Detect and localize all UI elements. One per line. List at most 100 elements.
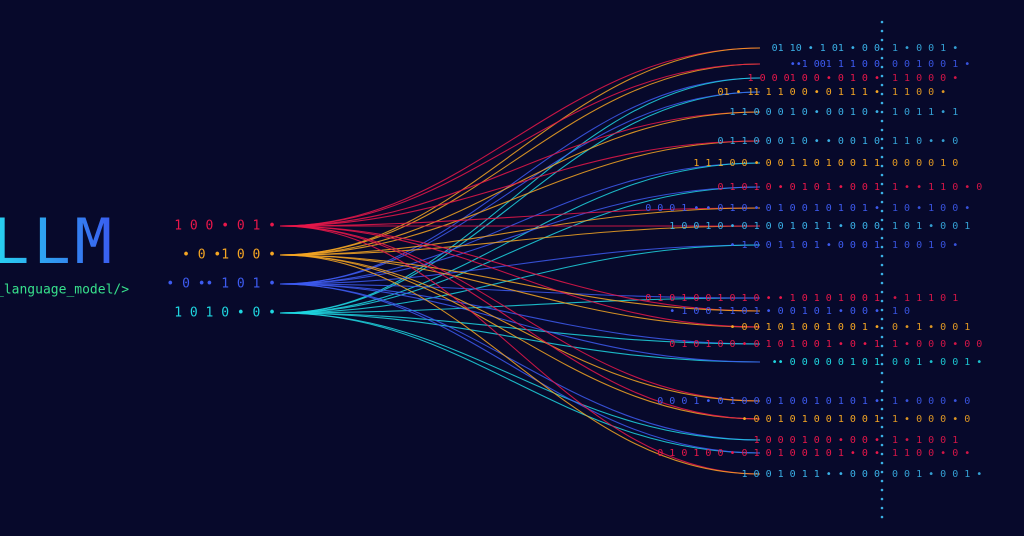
output-bits: 1 • 0 0 0 • 0 (892, 396, 970, 407)
output-bits: 0 1 1 0 0 0 1 0 • • 0 0 1 0 (717, 136, 880, 147)
divider-dot (880, 227, 884, 231)
output-bits: 1 0 0 1 0 • 0 1 0 0 1 0 1 1 • 0 0 0 (669, 221, 880, 232)
divider-dot (880, 461, 884, 465)
output-bits: 1 0 1 1 • 1 (892, 107, 958, 118)
input-bits: • 0 •• 1 0 1 • (166, 277, 276, 292)
divider-dot (880, 398, 884, 402)
divider-dot (880, 38, 884, 42)
output-bits: 01 10 • 1 01 • 0 0 (772, 43, 880, 54)
output-bits: •• 0 0 0 0 0 1 0 1 (772, 357, 880, 368)
output-bits: 1 0 0 01 0 0 • 0 1 0 • (748, 73, 880, 84)
output-bits: 1 0 0 1 0 1 1 • • 0 0 0 (742, 469, 880, 480)
divider-dot (880, 164, 884, 168)
divider-dot (880, 416, 884, 420)
divider-dot (880, 308, 884, 312)
connection-curve (279, 140, 761, 227)
output-bits: 0 0 1 • 0 0 1 • (892, 469, 982, 480)
divider-dot (880, 137, 884, 141)
connection-curve (279, 186, 761, 285)
connection-curve (279, 225, 761, 402)
connection-curve (279, 254, 761, 402)
input-bits: 1 0 0 • 0 1 • (174, 219, 276, 234)
divider-dot (880, 254, 884, 258)
output-bits: 1 • 1 0 0 1 (892, 435, 958, 446)
divider-dot (880, 290, 884, 294)
divider-dot (880, 425, 884, 429)
divider-dot (880, 371, 884, 375)
output-bits: 0 0 1 • 0 0 1 • (892, 357, 982, 368)
output-bits: 1 1 0 • • 0 (892, 136, 958, 147)
divider-dot (880, 74, 884, 78)
divider-dot (880, 326, 884, 330)
output-bits: • 0 0 1 0 1 0 0 1 0 0 1 (742, 414, 880, 425)
output-bits: 1 1 0 0 • 0 • (892, 448, 970, 459)
divider-dot (880, 83, 884, 87)
connection-curve (279, 297, 761, 314)
connection-curve (279, 254, 761, 328)
output-bits: 0 • 1 • 0 0 1 (892, 322, 970, 333)
connection-curve (279, 254, 761, 420)
divider-dot (880, 434, 884, 438)
output-bits: ••1 001 1 1 0 0 (790, 59, 880, 70)
output-bits: 0 0 1 0 0 1 • (892, 59, 970, 70)
title: LLM (0, 205, 116, 278)
output-bits: 1 1 0 0 0 • (892, 73, 958, 84)
output-bits: 0 0 0 1 • 0 1 0 0 0 1 0 0 1 0 1 0 1 • (657, 396, 880, 407)
connection-curve (279, 47, 761, 256)
divider-dot (880, 65, 884, 69)
connection-curve (279, 77, 761, 314)
connection-curve (279, 312, 761, 454)
divider-dot (880, 29, 884, 33)
connection-curve (279, 162, 761, 285)
divider-dot (880, 173, 884, 177)
divider-dot (880, 101, 884, 105)
divider-dot (880, 470, 884, 474)
connection-curve (279, 77, 761, 285)
connection-curve (279, 91, 761, 285)
output-bits: 0 0 0 1 • • 0 1 0 • 0 1 0 0 1 0 1 0 1 • (645, 203, 880, 214)
divider-dot (880, 146, 884, 150)
output-bits: 1 • 0 0 1 • (892, 43, 958, 54)
output-bits: 1 0 0 0 1 0 0 • 0 0 • (754, 435, 880, 446)
output-bits: 1 • 0 0 0 • 0 0 (892, 339, 982, 350)
connection-curve (279, 283, 761, 441)
divider-dot (880, 110, 884, 114)
output-bits: • 1 1 1 0 1 (892, 293, 958, 304)
divider-dot (880, 209, 884, 213)
connection-curve (279, 225, 761, 420)
output-bits: 1 1 0 0 0 1 0 • 0 0 1 0 • (729, 107, 880, 118)
connection-curve (279, 312, 761, 441)
divider-dot (880, 92, 884, 96)
output-bits: 1 0 1 • 0 0 1 (892, 221, 970, 232)
divider-dot (880, 515, 884, 519)
divider-dot (880, 362, 884, 366)
divider-dot (880, 443, 884, 447)
output-bits: 1 1 1 0 0 • 0 0 1 1 0 1 0 0 1 1 (693, 158, 880, 169)
connection-curve (279, 63, 761, 256)
connection-curve (279, 244, 761, 285)
divider-dot (880, 299, 884, 303)
divider-dot (880, 317, 884, 321)
divider-dot (880, 236, 884, 240)
divider-dot (880, 281, 884, 285)
connection-curve (279, 244, 761, 314)
divider-dot (880, 353, 884, 357)
output-bits: • 0 0 1 0 1 0 0 1 0 0 1 • (729, 322, 880, 333)
output-bits: • 1 0 0 1 1 0 1 • 0 0 1 0 1 • 0 0 • (669, 306, 880, 317)
divider-dot (880, 245, 884, 249)
divider-dot (880, 380, 884, 384)
divider-dot (880, 20, 884, 24)
connection-curve (279, 140, 761, 256)
connection-curve (279, 47, 761, 227)
divider-dot (880, 191, 884, 195)
divider-dot (880, 218, 884, 222)
connection-curve (279, 111, 761, 227)
connection-curve (279, 225, 761, 475)
divider-dot (880, 344, 884, 348)
output-bits: 1 0 • 1 0 0 • (892, 203, 970, 214)
divider-dot (880, 56, 884, 60)
divider-dot (880, 200, 884, 204)
divider-dot (880, 497, 884, 501)
output-bits: 1 1 0 0 • (892, 87, 946, 98)
